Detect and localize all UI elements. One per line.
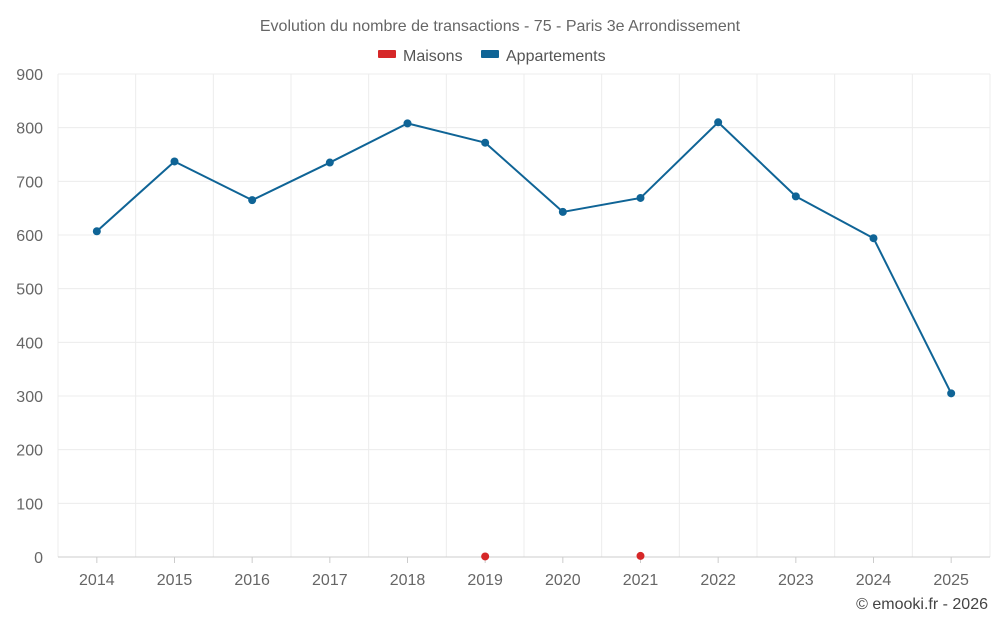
chart-title: Evolution du nombre de transactions - 75… [260, 18, 741, 35]
data-point-appartements[interactable] [170, 157, 179, 166]
data-point-appartements[interactable] [791, 192, 800, 201]
legend-swatch-maisons [378, 50, 396, 58]
y-tick-label: 700 [16, 174, 43, 191]
data-point-appartements[interactable] [636, 193, 645, 202]
data-point-appartements[interactable] [325, 158, 334, 167]
x-tick-label: 2018 [390, 572, 426, 589]
x-tick-label: 2022 [700, 572, 736, 589]
y-tick-label: 100 [16, 496, 43, 513]
x-tick-label: 2021 [623, 572, 659, 589]
data-point-maisons[interactable] [636, 551, 645, 560]
legend-label-maisons[interactable]: Maisons [403, 48, 463, 65]
x-tick-label: 2015 [157, 572, 193, 589]
x-tick-label: 2016 [234, 572, 270, 589]
legend-label-appartements[interactable]: Appartements [506, 48, 606, 65]
grid [57, 73, 991, 558]
x-tick-label: 2019 [467, 572, 503, 589]
y-tick-label: 0 [34, 550, 43, 567]
x-tick-label: 2024 [856, 572, 892, 589]
data-point-appartements[interactable] [403, 119, 412, 128]
y-tick-label: 500 [16, 282, 43, 299]
data-point-appartements[interactable] [248, 196, 257, 205]
y-tick-label: 600 [16, 228, 43, 245]
x-tick-label: 2020 [545, 572, 581, 589]
data-point-appartements[interactable] [481, 138, 490, 147]
x-tick-label: 2014 [79, 572, 115, 589]
data-point-appartements[interactable] [92, 227, 101, 236]
y-tick-label: 400 [16, 335, 43, 352]
data-point-appartements[interactable] [558, 207, 567, 216]
credit-text: © emooki.fr - 2026 [856, 596, 988, 613]
legend-swatch-appartements [481, 50, 499, 58]
data-point-maisons[interactable] [481, 552, 490, 561]
legend: Maisons Appartements [378, 48, 606, 65]
series [92, 118, 956, 561]
y-tick-label: 900 [16, 67, 43, 84]
series-line-appartements [96, 121, 953, 394]
x-tick-label: 2017 [312, 572, 348, 589]
y-tick-label: 800 [16, 121, 43, 138]
data-point-appartements[interactable] [869, 234, 878, 243]
data-point-appartements[interactable] [714, 118, 723, 127]
y-tick-label: 200 [16, 443, 43, 460]
y-tick-label: 300 [16, 389, 43, 406]
data-point-appartements[interactable] [947, 389, 956, 398]
x-tick-label: 2023 [778, 572, 814, 589]
axes: 0 100 200 300 400 500 600 700 800 900 2014 2015 2016… [16, 67, 990, 589]
x-tick-label: 2025 [933, 572, 969, 589]
